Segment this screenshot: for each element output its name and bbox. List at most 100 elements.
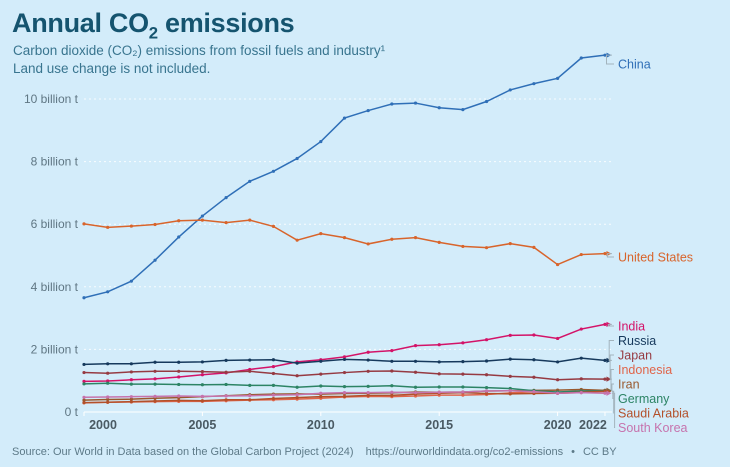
series-point	[129, 400, 133, 404]
series-point	[271, 396, 276, 401]
series-point	[532, 358, 536, 362]
series-point	[366, 393, 370, 398]
series-point	[200, 370, 204, 374]
source-line: Source: Our World in Data based on the G…	[12, 446, 617, 458]
series-point	[82, 362, 86, 367]
series-point	[224, 195, 228, 200]
series-point	[390, 237, 394, 241]
series-point	[603, 53, 607, 57]
entity-label-germany: Germany	[618, 392, 670, 406]
series-point	[508, 392, 512, 396]
series-point	[579, 327, 583, 331]
series-point	[271, 383, 276, 387]
source-url-link[interactable]: https://ourworldindata.org/co2-emissions	[365, 446, 564, 458]
series-point	[437, 385, 441, 389]
series-point	[342, 236, 347, 240]
series-point	[224, 382, 228, 387]
series-point	[224, 221, 228, 225]
entity-label-south-korea: South Korea	[618, 421, 688, 435]
series-point	[319, 395, 323, 399]
series-point	[295, 374, 299, 378]
series-point	[556, 378, 560, 382]
series-point	[413, 390, 418, 395]
series-point	[106, 400, 110, 404]
entity-label-russia: Russia	[618, 334, 656, 348]
series-point	[106, 225, 110, 229]
series-end-arrow	[606, 376, 612, 382]
series-point	[248, 179, 252, 183]
series-point	[461, 393, 465, 397]
series-point	[82, 379, 86, 383]
series-point	[342, 357, 347, 362]
y-tick-label: 0 t	[65, 405, 79, 419]
series-point	[484, 246, 489, 250]
series-point	[366, 390, 370, 395]
series-point	[579, 56, 583, 60]
y-tick-label: 8 billion t	[31, 155, 79, 169]
series-point	[413, 359, 418, 363]
series-point	[603, 252, 607, 256]
series-point	[177, 219, 181, 223]
series-point	[461, 390, 465, 394]
series-point	[224, 358, 228, 362]
series-point	[82, 222, 86, 226]
series-point	[129, 279, 133, 283]
series-end-arrow	[606, 390, 612, 396]
series-point	[508, 389, 512, 393]
series-point	[248, 358, 252, 362]
chart-subtitle: Carbon dioxide (CO₂) emissions from foss…	[13, 42, 385, 77]
series-point	[319, 359, 323, 363]
series-point	[177, 382, 181, 387]
x-tick-label: 2000	[89, 418, 117, 432]
series-point	[390, 359, 394, 363]
label-connector	[607, 323, 614, 327]
label-connector	[606, 54, 614, 65]
series-point	[153, 399, 157, 403]
series-point	[319, 231, 323, 236]
series-point	[508, 88, 512, 92]
series-point	[579, 377, 583, 381]
series-point	[248, 394, 252, 398]
entity-label-iran: Iran	[618, 378, 640, 392]
series-point	[461, 244, 465, 249]
series-point	[366, 369, 370, 373]
series-point	[248, 369, 252, 373]
series-point	[153, 394, 157, 398]
series-point	[248, 383, 252, 387]
label-connector	[611, 392, 616, 428]
series-point	[200, 394, 204, 398]
series-point	[556, 360, 560, 364]
series-point	[413, 101, 418, 105]
x-tick-label: 2015	[425, 418, 453, 432]
series-point	[271, 371, 276, 376]
series-point	[461, 372, 465, 376]
series-point	[603, 391, 607, 395]
series-point	[295, 396, 299, 400]
series-point	[390, 102, 394, 106]
series-point	[271, 365, 276, 369]
series-point	[484, 373, 489, 377]
series-point	[437, 372, 441, 376]
series-point	[248, 218, 252, 222]
series-point	[413, 236, 418, 240]
series-point	[177, 235, 181, 239]
series-point	[437, 343, 441, 347]
series-point	[177, 369, 181, 373]
series-point	[390, 393, 394, 398]
series-point	[106, 362, 110, 366]
series-point	[200, 214, 204, 218]
series-point	[484, 359, 489, 363]
series-point	[366, 384, 370, 388]
series-point	[82, 370, 86, 375]
series-point	[271, 358, 276, 362]
series-point	[532, 333, 536, 337]
series-point	[224, 398, 228, 402]
series-point	[342, 370, 347, 375]
series-point	[532, 82, 536, 86]
series-point	[413, 370, 418, 374]
series-point	[129, 362, 133, 366]
series-point	[508, 386, 512, 391]
series-point	[177, 394, 181, 398]
